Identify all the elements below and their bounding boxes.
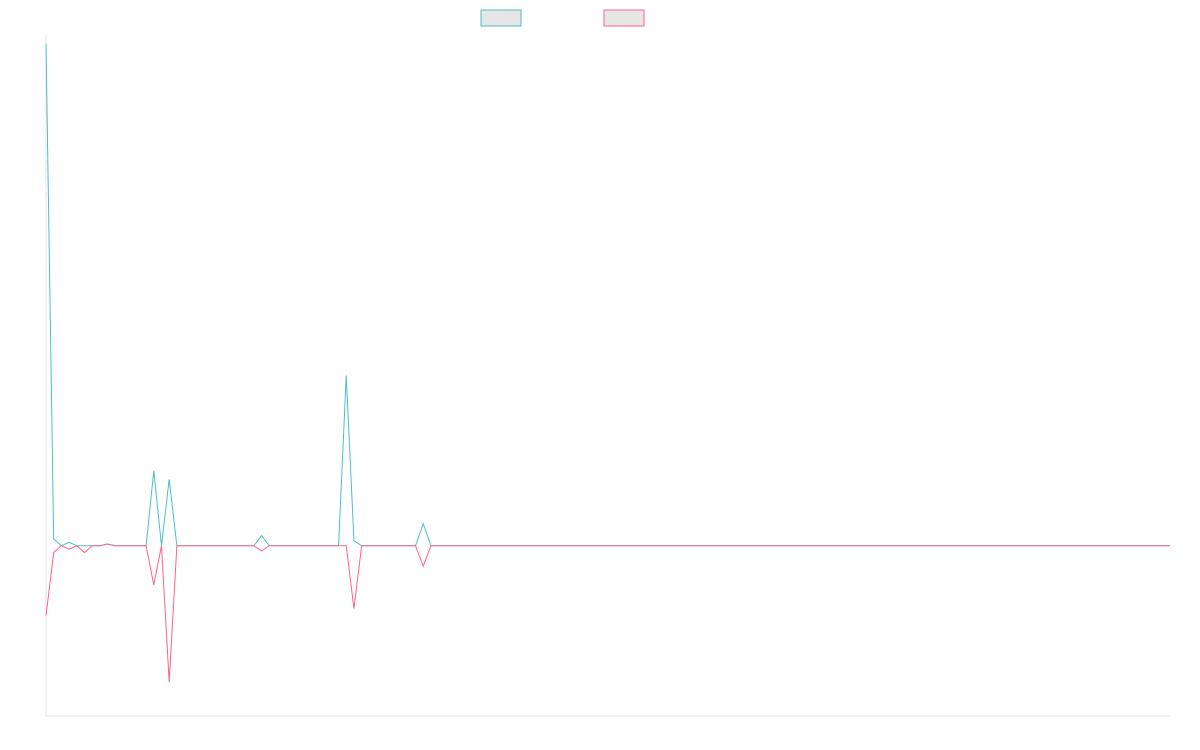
legend-swatch-series-2[interactable] — [603, 9, 645, 27]
series-line-2[interactable] — [45, 543, 1170, 682]
series-line-1[interactable] — [45, 43, 1170, 547]
legend-swatch-series-1[interactable] — [480, 9, 522, 27]
series-layer — [45, 43, 1170, 682]
legend — [480, 9, 645, 27]
axes — [45, 35, 1170, 717]
